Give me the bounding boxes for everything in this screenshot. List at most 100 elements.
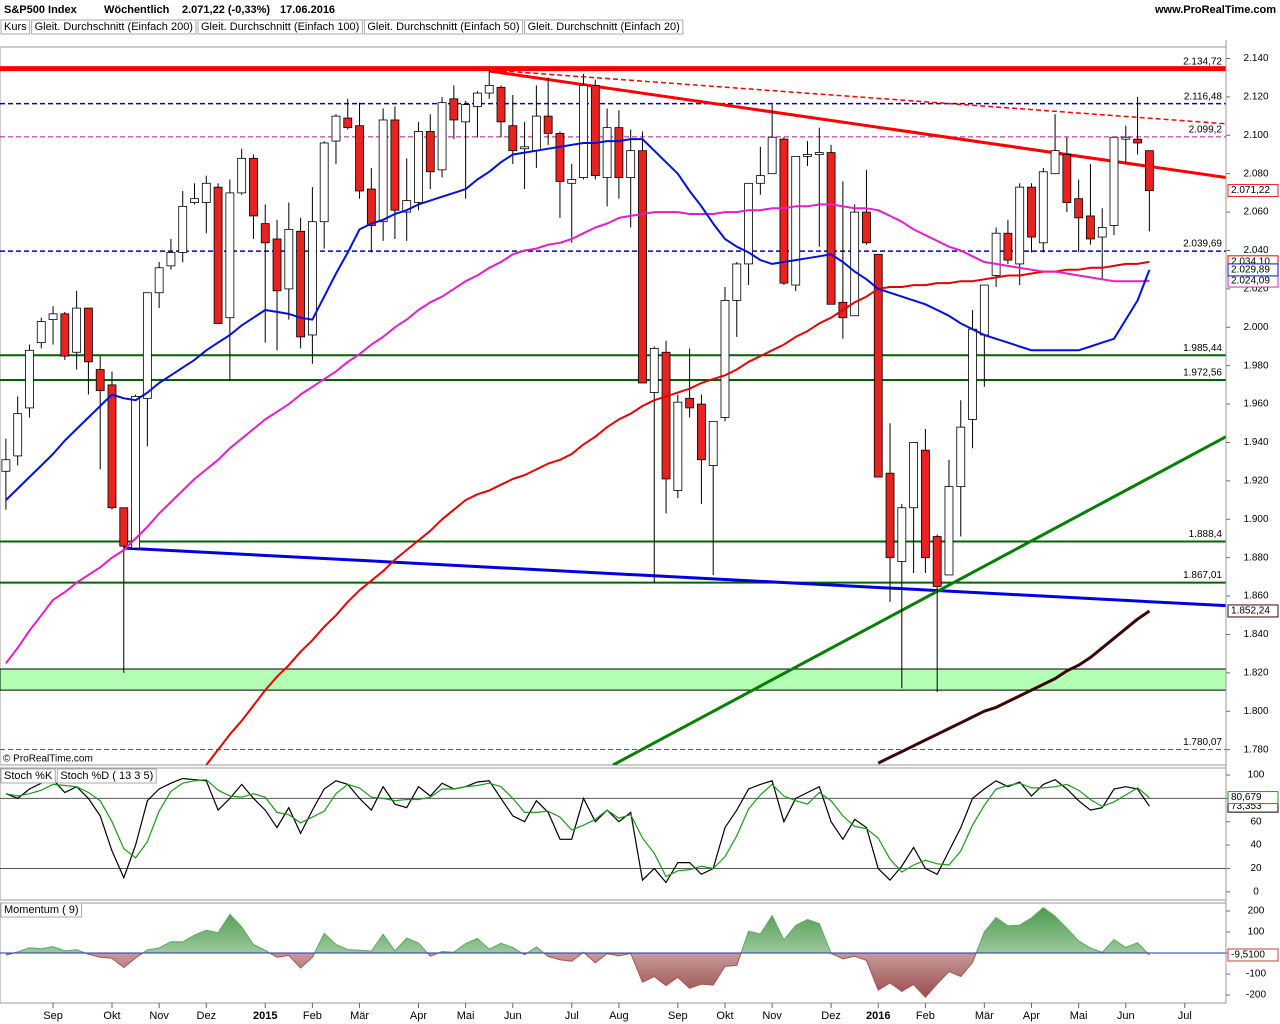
value-box <box>1227 791 1279 805</box>
candle-body <box>567 179 577 184</box>
legend-box <box>363 19 524 35</box>
candle-body <box>13 413 23 457</box>
x-tick-label: Jul <box>1178 1010 1192 1022</box>
candle-body <box>201 182 211 203</box>
candle-body <box>473 92 482 107</box>
momentum-line <box>11 906 1149 953</box>
legend-box <box>31 19 197 35</box>
candle-body <box>95 369 105 392</box>
y-tick-label: 2.020 <box>1243 284 1268 295</box>
x-tick-label: Mai <box>1070 1010 1088 1022</box>
candle-body <box>1062 154 1072 203</box>
candle-body <box>755 175 765 184</box>
value-box-label: 2.071,22 <box>1231 185 1270 196</box>
support-zone <box>0 668 1226 691</box>
y-tick-label: 1.800 <box>1243 706 1268 717</box>
candle-body <box>1015 186 1025 265</box>
legend-label: Kurs <box>4 21 27 33</box>
candle-body <box>296 230 306 338</box>
date: 17.06.2016 <box>280 4 335 16</box>
candle-body <box>190 198 199 203</box>
candle-body <box>708 420 718 466</box>
x-tick-label: Jun <box>1117 1010 1135 1022</box>
candle-body <box>885 472 895 559</box>
x-tick-label: Jun <box>504 1010 522 1022</box>
x-tick-label: Nov <box>762 1010 782 1022</box>
candle-body <box>979 284 989 336</box>
candle-body <box>284 228 294 290</box>
value-box <box>1227 948 1279 962</box>
momentum-area <box>5 907 1150 953</box>
candle-body <box>602 127 612 178</box>
candle-body <box>744 182 753 265</box>
x-tick-label: Dez <box>821 1010 841 1022</box>
legend-label: Gleit. Durchschnitt (Einfach 50) <box>367 21 519 33</box>
candle-body <box>590 84 600 177</box>
quote: 2.071,22 (-0,33%) <box>182 4 270 16</box>
x-tick-label: Jul <box>565 1010 579 1022</box>
candle-body <box>991 232 1001 276</box>
legend-label: Gleit. Durchschnitt (Einfach 20) <box>528 21 680 33</box>
candle-body <box>732 263 742 301</box>
candle-body <box>496 86 506 123</box>
candle-body <box>355 125 364 192</box>
legend-box <box>524 19 684 35</box>
y-tick-label: 1.880 <box>1243 552 1268 563</box>
candle-body <box>944 486 954 576</box>
candle-body <box>60 313 70 357</box>
area-up <box>5 906 1150 953</box>
candle-body <box>767 136 777 175</box>
candle-body <box>1 459 11 472</box>
value-box-label: 1.852,24 <box>1231 606 1270 617</box>
candle-body <box>909 442 919 509</box>
candle-body <box>48 313 58 321</box>
stoch-line <box>5 779 1150 878</box>
candle-body <box>84 307 93 363</box>
candle-body <box>920 449 930 559</box>
legend-box <box>56 768 157 784</box>
moving-average <box>205 260 1150 765</box>
y-tick-label: 2.040 <box>1243 245 1268 256</box>
legend-box <box>0 902 83 918</box>
candle-body <box>402 200 412 213</box>
y-tick-label: 40 <box>1250 840 1262 851</box>
y-tick-label: 2.120 <box>1243 92 1268 103</box>
legend-label: Gleit. Durchschnitt (Einfach 100) <box>201 21 359 33</box>
value-box-label: 73,353 <box>1231 801 1262 812</box>
candle-body <box>897 507 907 562</box>
area-down <box>5 953 1150 999</box>
candle-body <box>107 384 117 509</box>
candle-body <box>826 152 836 305</box>
y-tick-label: -200 <box>1246 990 1266 1001</box>
candle-body <box>272 238 282 292</box>
value-box <box>1227 263 1279 277</box>
y-tick-label: 2.140 <box>1243 53 1268 64</box>
level-label: 2.099,2 <box>1189 124 1223 135</box>
candle-body <box>862 211 871 244</box>
momentum-area <box>5 953 1150 998</box>
legend-label: Momentum ( 9) <box>4 904 79 916</box>
candle-body <box>1144 150 1154 191</box>
stoch-line <box>5 777 1150 884</box>
y-tick-label: 20 <box>1250 863 1262 874</box>
value-box <box>1227 604 1279 618</box>
candle-body <box>213 186 223 324</box>
x-tick-label: Apr <box>410 1010 427 1022</box>
y-tick-label: 1.920 <box>1243 476 1268 487</box>
value-box <box>1227 184 1279 198</box>
candle-body <box>36 321 46 344</box>
candle-body <box>142 292 152 399</box>
x-tick-label: Sep <box>668 1010 688 1022</box>
x-tick-label: Dez <box>197 1010 217 1022</box>
candle-body <box>1050 150 1060 175</box>
period: Wöchentlich <box>104 4 170 16</box>
y-tick-label: 200 <box>1248 906 1265 917</box>
candle-body <box>956 426 966 488</box>
candle-body <box>814 152 824 155</box>
x-tick-label: Nov <box>149 1010 169 1022</box>
value-box-label: 2.029,89 <box>1231 265 1270 276</box>
level-label: 1.780,07 <box>1183 737 1222 748</box>
x-tick-label: Mär <box>975 1010 994 1022</box>
y-tick-label: 100 <box>1248 770 1265 781</box>
